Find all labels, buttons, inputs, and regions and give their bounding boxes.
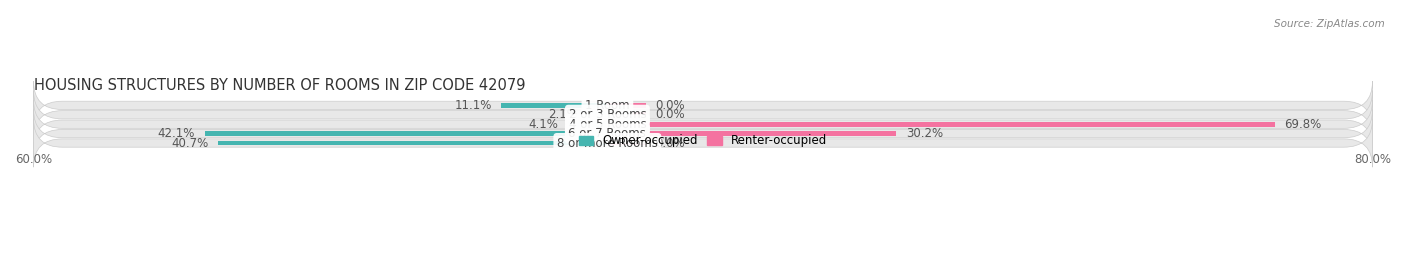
FancyBboxPatch shape <box>34 91 1372 139</box>
Bar <box>588 112 607 117</box>
Bar <box>607 122 1275 127</box>
Bar <box>607 141 645 146</box>
Text: 11.1%: 11.1% <box>454 99 492 112</box>
Text: 2 or 3 Rooms: 2 or 3 Rooms <box>568 108 647 121</box>
FancyBboxPatch shape <box>34 119 1372 167</box>
Bar <box>205 131 607 136</box>
FancyBboxPatch shape <box>34 110 1372 158</box>
Text: 0.0%: 0.0% <box>655 137 685 150</box>
Bar <box>607 112 645 117</box>
Text: 40.7%: 40.7% <box>172 137 208 150</box>
Legend: Owner-occupied, Renter-occupied: Owner-occupied, Renter-occupied <box>574 130 832 152</box>
Bar <box>218 141 607 146</box>
Text: 4.1%: 4.1% <box>529 118 558 131</box>
Text: 0.0%: 0.0% <box>655 99 685 112</box>
Bar <box>568 122 607 127</box>
Text: Source: ZipAtlas.com: Source: ZipAtlas.com <box>1274 19 1385 29</box>
Text: 6 or 7 Rooms: 6 or 7 Rooms <box>568 127 647 140</box>
Bar <box>607 103 645 108</box>
Text: 30.2%: 30.2% <box>905 127 943 140</box>
Bar <box>607 131 896 136</box>
Bar <box>501 103 607 108</box>
Text: HOUSING STRUCTURES BY NUMBER OF ROOMS IN ZIP CODE 42079: HOUSING STRUCTURES BY NUMBER OF ROOMS IN… <box>34 77 524 93</box>
Text: 2.1%: 2.1% <box>548 108 578 121</box>
Text: 1 Room: 1 Room <box>585 99 630 112</box>
Text: 42.1%: 42.1% <box>157 127 195 140</box>
Text: 8 or more Rooms: 8 or more Rooms <box>557 137 658 150</box>
Text: 69.8%: 69.8% <box>1285 118 1322 131</box>
Text: 4 or 5 Rooms: 4 or 5 Rooms <box>568 118 647 131</box>
FancyBboxPatch shape <box>34 81 1372 130</box>
Text: 0.0%: 0.0% <box>655 108 685 121</box>
FancyBboxPatch shape <box>34 100 1372 148</box>
